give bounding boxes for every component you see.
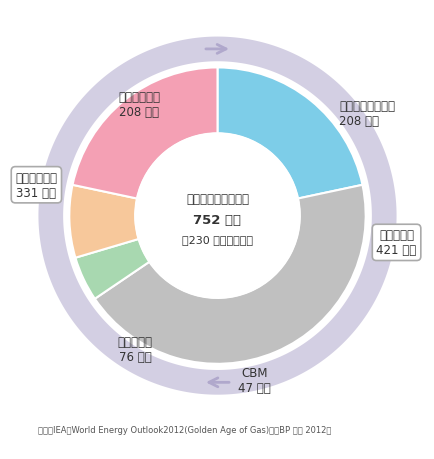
Text: 出典）IEA『World Energy Outlook2012(Golden Age of Gas)』『BP 統計 2012』: 出典）IEA『World Energy Outlook2012(Golden A… <box>38 425 331 434</box>
Text: タイトガス
76 兆㎥: タイトガス 76 兆㎥ <box>118 336 152 364</box>
Text: 回収可能な埋蔵量計: 回収可能な埋蔵量計 <box>186 192 248 205</box>
Polygon shape <box>38 38 396 395</box>
Wedge shape <box>72 68 217 199</box>
Text: シェールガス
208 兆㎥: シェールガス 208 兆㎥ <box>118 91 160 119</box>
Wedge shape <box>69 185 138 258</box>
Wedge shape <box>217 68 362 199</box>
Text: （230 年分に相当）: （230 年分に相当） <box>181 235 253 245</box>
Circle shape <box>135 134 299 298</box>
Text: CBM
47 兆㎥: CBM 47 兆㎥ <box>238 366 270 394</box>
Text: 在来型ガス
421 兆㎥: 在来型ガス 421 兆㎥ <box>375 229 416 257</box>
Text: 752 兆㎥: 752 兆㎥ <box>193 214 241 227</box>
Text: 非在来型ガス
331 兆㎥: 非在来型ガス 331 兆㎥ <box>15 171 57 199</box>
Wedge shape <box>75 240 149 299</box>
Text: 従来の確認埋蔵量
208 兆㎥: 従来の確認埋蔵量 208 兆㎥ <box>338 100 394 128</box>
Wedge shape <box>95 185 365 364</box>
